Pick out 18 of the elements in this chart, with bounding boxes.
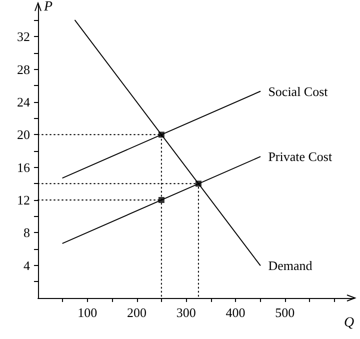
y-tick-label: 12 bbox=[17, 192, 30, 208]
x-tick-label: 400 bbox=[226, 305, 246, 320]
x-tick-label: 100 bbox=[78, 305, 98, 320]
x-axis-title: Q bbox=[344, 316, 354, 330]
y-axis-title: P bbox=[43, 0, 53, 14]
x-tick-label: 500 bbox=[275, 305, 295, 320]
y-tick-label: 24 bbox=[17, 94, 30, 110]
y-tick-label: 28 bbox=[17, 62, 30, 77]
y-tick-label: 20 bbox=[17, 127, 30, 142]
y-tick-label: 4 bbox=[24, 258, 30, 273]
series-label: Social Cost bbox=[268, 84, 328, 99]
y-tick-label: 8 bbox=[24, 225, 30, 240]
y-tick-label: 16 bbox=[17, 160, 30, 175]
x-tick-label: 300 bbox=[176, 305, 196, 320]
series-label: Private Cost bbox=[268, 149, 332, 164]
series-label: Demand bbox=[268, 258, 313, 273]
x-tick-label: 200 bbox=[127, 305, 146, 320]
y-tick-label: 32 bbox=[17, 29, 30, 44]
